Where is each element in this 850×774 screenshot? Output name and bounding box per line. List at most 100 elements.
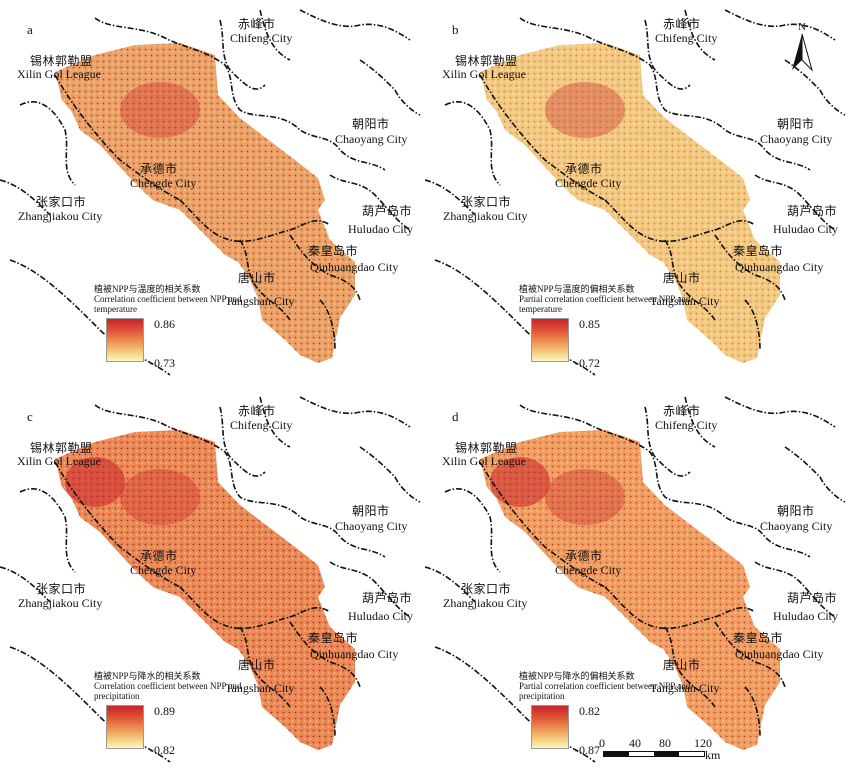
legend-min: -0.73 xyxy=(150,356,175,370)
high-value-zone-west xyxy=(65,457,125,507)
scale-tick-label: 120 xyxy=(694,736,712,750)
map-panel-c: c 锡林郭勒盟 Xilin Gol League 赤峰市 Chifeng Cit… xyxy=(0,387,425,774)
legend-title: 植被NPP与降水的相关系数 Correlation coefficient be… xyxy=(94,671,274,701)
map-panel-b: b 锡林郭勒盟 Xilin Gol League 赤峰市 Chifeng Cit… xyxy=(425,0,850,387)
tangshan-label-cn: 唐山市 xyxy=(238,658,276,672)
chifeng-label-en: Chifeng City xyxy=(230,418,293,432)
zhangjiakou-label-cn: 张家口市 xyxy=(36,195,87,209)
chengde-label-en: Chengde City xyxy=(555,563,622,577)
study-area-raster xyxy=(55,430,355,750)
zhangjiakou-label-en: Zhangjiakou City xyxy=(443,209,528,223)
scale-unit: km xyxy=(705,748,721,762)
chaoyang-label-cn: 朝阳市 xyxy=(352,117,390,131)
chifeng-label-cn: 赤峰市 xyxy=(238,404,276,418)
qinhuangdao-label-cn: 秦皇岛市 xyxy=(308,244,359,258)
high-value-zone xyxy=(120,82,200,138)
high-value-zone xyxy=(545,82,625,138)
north-label: N xyxy=(798,21,806,33)
high-value-zone xyxy=(120,469,200,525)
legend-title-en: Partial correlation coefficient between … xyxy=(519,294,691,314)
legend-max: 0.85 xyxy=(579,317,600,331)
xilin-label-cn: 锡林郭勒盟 xyxy=(30,441,93,455)
chaoyang-label-cn: 朝阳市 xyxy=(777,117,815,131)
tangshan-label-en: Tangshan City xyxy=(650,681,720,695)
huludao-label-cn: 葫芦岛市 xyxy=(787,591,838,605)
legend-title-en: Correlation coefficient between NPP and … xyxy=(94,681,242,701)
study-area-raster xyxy=(480,43,780,363)
legend-title-en: Correlation coefficient between NPP and … xyxy=(94,294,242,314)
chaoyang-label-en: Chaoyang City xyxy=(760,519,833,533)
north-arrow-icon xyxy=(792,33,813,72)
panel-letter: d xyxy=(452,409,459,424)
chaoyang-label-en: Chaoyang City xyxy=(335,132,408,146)
huludao-label-en: Huludao City xyxy=(773,222,838,236)
study-area-raster xyxy=(55,43,355,363)
zhangjiakou-label-en: Zhangjiakou City xyxy=(443,596,528,610)
huludao-label-en: Huludao City xyxy=(348,609,413,623)
legend-title: 植被NPP与温度的相关系数 Correlation coefficient be… xyxy=(94,284,274,314)
xilin-label-en: Xilin Gol League xyxy=(442,454,526,468)
chifeng-label-cn: 赤峰市 xyxy=(663,17,701,31)
legend-title: 植被NPP与降水的偏相关系数 Partial correlation coeff… xyxy=(519,671,699,701)
legend-color-ramp xyxy=(106,705,144,749)
admin-boundaries xyxy=(425,9,846,376)
scale-tick-label: 40 xyxy=(629,736,641,750)
chaoyang-label-en: Chaoyang City xyxy=(335,519,408,533)
huludao-label-cn: 葫芦岛市 xyxy=(362,204,413,218)
qinhuangdao-label-cn: 秦皇岛市 xyxy=(733,631,784,645)
tangshan-label-en: Tangshan City xyxy=(225,681,295,695)
scale-bar-graphic xyxy=(603,751,705,757)
map-canvas xyxy=(0,396,421,763)
legend-color-ramp xyxy=(531,705,569,749)
high-value-zone xyxy=(545,469,625,525)
chengde-label-cn: 承德市 xyxy=(565,162,603,176)
legend-min: -0.82 xyxy=(150,743,175,757)
tangshan-label-cn: 唐山市 xyxy=(663,271,701,285)
map-canvas xyxy=(0,9,421,376)
zhangjiakou-label-cn: 张家口市 xyxy=(461,582,512,596)
map-panel-a: a 锡林郭勒盟 Xilin Gol League 赤峰市 Chifeng Cit… xyxy=(0,0,425,387)
chifeng-label-cn: 赤峰市 xyxy=(238,17,276,31)
legend-min: -0.72 xyxy=(575,356,600,370)
scale-tick-label: 80 xyxy=(659,736,671,750)
chifeng-label-cn: 赤峰市 xyxy=(663,404,701,418)
legend-title-cn: 植被NPP与降水的相关系数 xyxy=(94,671,201,681)
chengde-label-cn: 承德市 xyxy=(565,549,603,563)
tangshan-label-cn: 唐山市 xyxy=(663,658,701,672)
chifeng-label-en: Chifeng City xyxy=(230,31,293,45)
qinhuangdao-label-cn: 秦皇岛市 xyxy=(308,631,359,645)
qinhuangdao-label-cn: 秦皇岛市 xyxy=(733,244,784,258)
chaoyang-label-cn: 朝阳市 xyxy=(352,504,390,518)
qinhuangdao-label-en: Qinhuangdao City xyxy=(310,260,399,274)
xilin-label-cn: 锡林郭勒盟 xyxy=(30,54,93,68)
legend-title-en: Partial correlation coefficient between … xyxy=(519,681,691,701)
xilin-label-cn: 锡林郭勒盟 xyxy=(455,441,518,455)
huludao-label-en: Huludao City xyxy=(348,222,413,236)
zhangjiakou-label-en: Zhangjiakou City xyxy=(18,596,103,610)
map-panel-d: d 锡林郭勒盟 Xilin Gol League 赤峰市 Chifeng Cit… xyxy=(425,387,850,774)
legend-title: 植被NPP与温度的偏相关系数 Partial correlation coeff… xyxy=(519,284,699,314)
zhangjiakou-label-en: Zhangjiakou City xyxy=(18,209,103,223)
legend-max: 0.89 xyxy=(154,704,175,718)
tangshan-label-cn: 唐山市 xyxy=(238,271,276,285)
huludao-label-cn: 葫芦岛市 xyxy=(787,204,838,218)
huludao-label-cn: 葫芦岛市 xyxy=(362,591,413,605)
chengde-label-en: Chengde City xyxy=(130,563,197,577)
map-canvas xyxy=(425,9,846,376)
qinhuangdao-label-en: Qinhuangdao City xyxy=(310,647,399,661)
zhangjiakou-label-cn: 张家口市 xyxy=(461,195,512,209)
legend-min: -0.87 xyxy=(575,743,600,757)
chengde-label-cn: 承德市 xyxy=(140,549,178,563)
legend-title-cn: 植被NPP与温度的相关系数 xyxy=(94,284,201,294)
tangshan-label-en: Tangshan City xyxy=(650,294,720,308)
chengde-label-en: Chengde City xyxy=(555,176,622,190)
chifeng-label-en: Chifeng City xyxy=(655,31,718,45)
legend-color-ramp xyxy=(531,318,569,362)
north-arrow: N xyxy=(787,22,817,77)
panel-letter: c xyxy=(27,409,33,424)
chengde-label-cn: 承德市 xyxy=(140,162,178,176)
panel-letter: a xyxy=(27,22,33,37)
xilin-label-en: Xilin Gol League xyxy=(17,67,101,81)
xilin-label-en: Xilin Gol League xyxy=(442,67,526,81)
legend-title-cn: 植被NPP与降水的偏相关系数 xyxy=(519,671,635,681)
